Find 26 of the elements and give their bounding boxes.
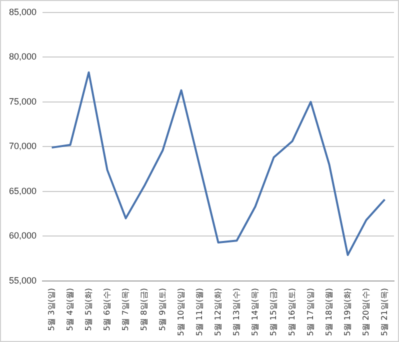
x-tick-label: 5월 16일(토) [287,288,296,336]
x-tick-label: 5월 10일(일) [176,288,186,336]
x-tick-label: 5월 5일(화) [84,288,93,331]
y-tick-label: 75,000 [8,96,37,106]
y-tick-label: 60,000 [8,230,37,241]
x-tick-label: 5월 11일(월) [194,288,204,336]
y-tick-label: 55,000 [8,275,37,286]
x-tick-label: 5월 18일(월) [324,288,334,336]
x-tick-label: 5월 12일(화) [213,288,222,336]
x-tick-label: 5월 6일(수) [102,288,112,331]
y-tick-label: 65,000 [8,186,37,196]
x-tick-label: 5월 21일(목) [380,288,389,336]
y-tick-label: 70,000 [8,141,37,152]
x-tick-label: 5월 4일(월) [65,288,74,331]
x-tick-label: 5월 3일(일) [46,288,56,331]
x-tick-label: 5월 19일(화) [342,288,352,336]
x-tick-label: 5월 17일(일) [306,288,315,336]
x-tick-label: 5월 20일(수) [361,288,370,336]
y-tick-label: 80,000 [8,52,37,62]
x-tick-label: 5월 9일(토) [158,288,167,331]
x-tick-label: 5월 13일(수) [232,288,241,336]
x-tick-label: 5월 14일(목) [250,288,260,336]
x-tick-label: 5월 15일(금) [268,288,278,336]
x-tick-label: 5월 8일(금) [139,288,148,331]
x-tick-label: 5월 7일(목) [120,288,130,331]
y-tick-label: 85,000 [8,6,37,17]
